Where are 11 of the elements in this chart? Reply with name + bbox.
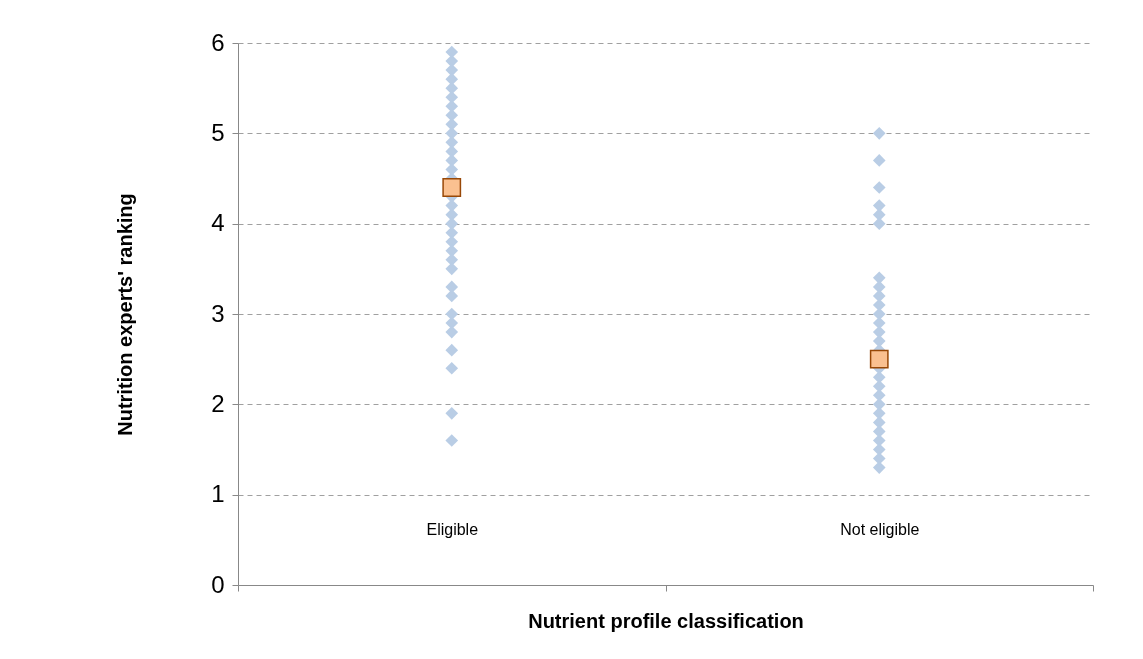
y-tick-label: 2 — [211, 389, 225, 417]
y-tick-label: 3 — [211, 299, 225, 327]
y-tick-label: 1 — [211, 480, 225, 508]
y-tick-label: 5 — [211, 118, 225, 146]
y-tick-label: 0 — [211, 570, 225, 598]
x-axis-title: Nutrient profile classification — [528, 610, 804, 632]
y-axis-title: Nutrition experts' ranking — [114, 193, 137, 436]
y-tick-label: 6 — [211, 28, 225, 56]
x-tick-label: Not eligible — [840, 520, 920, 538]
x-tick-label: Eligible — [426, 520, 479, 538]
y-tick-label: 4 — [211, 209, 225, 237]
